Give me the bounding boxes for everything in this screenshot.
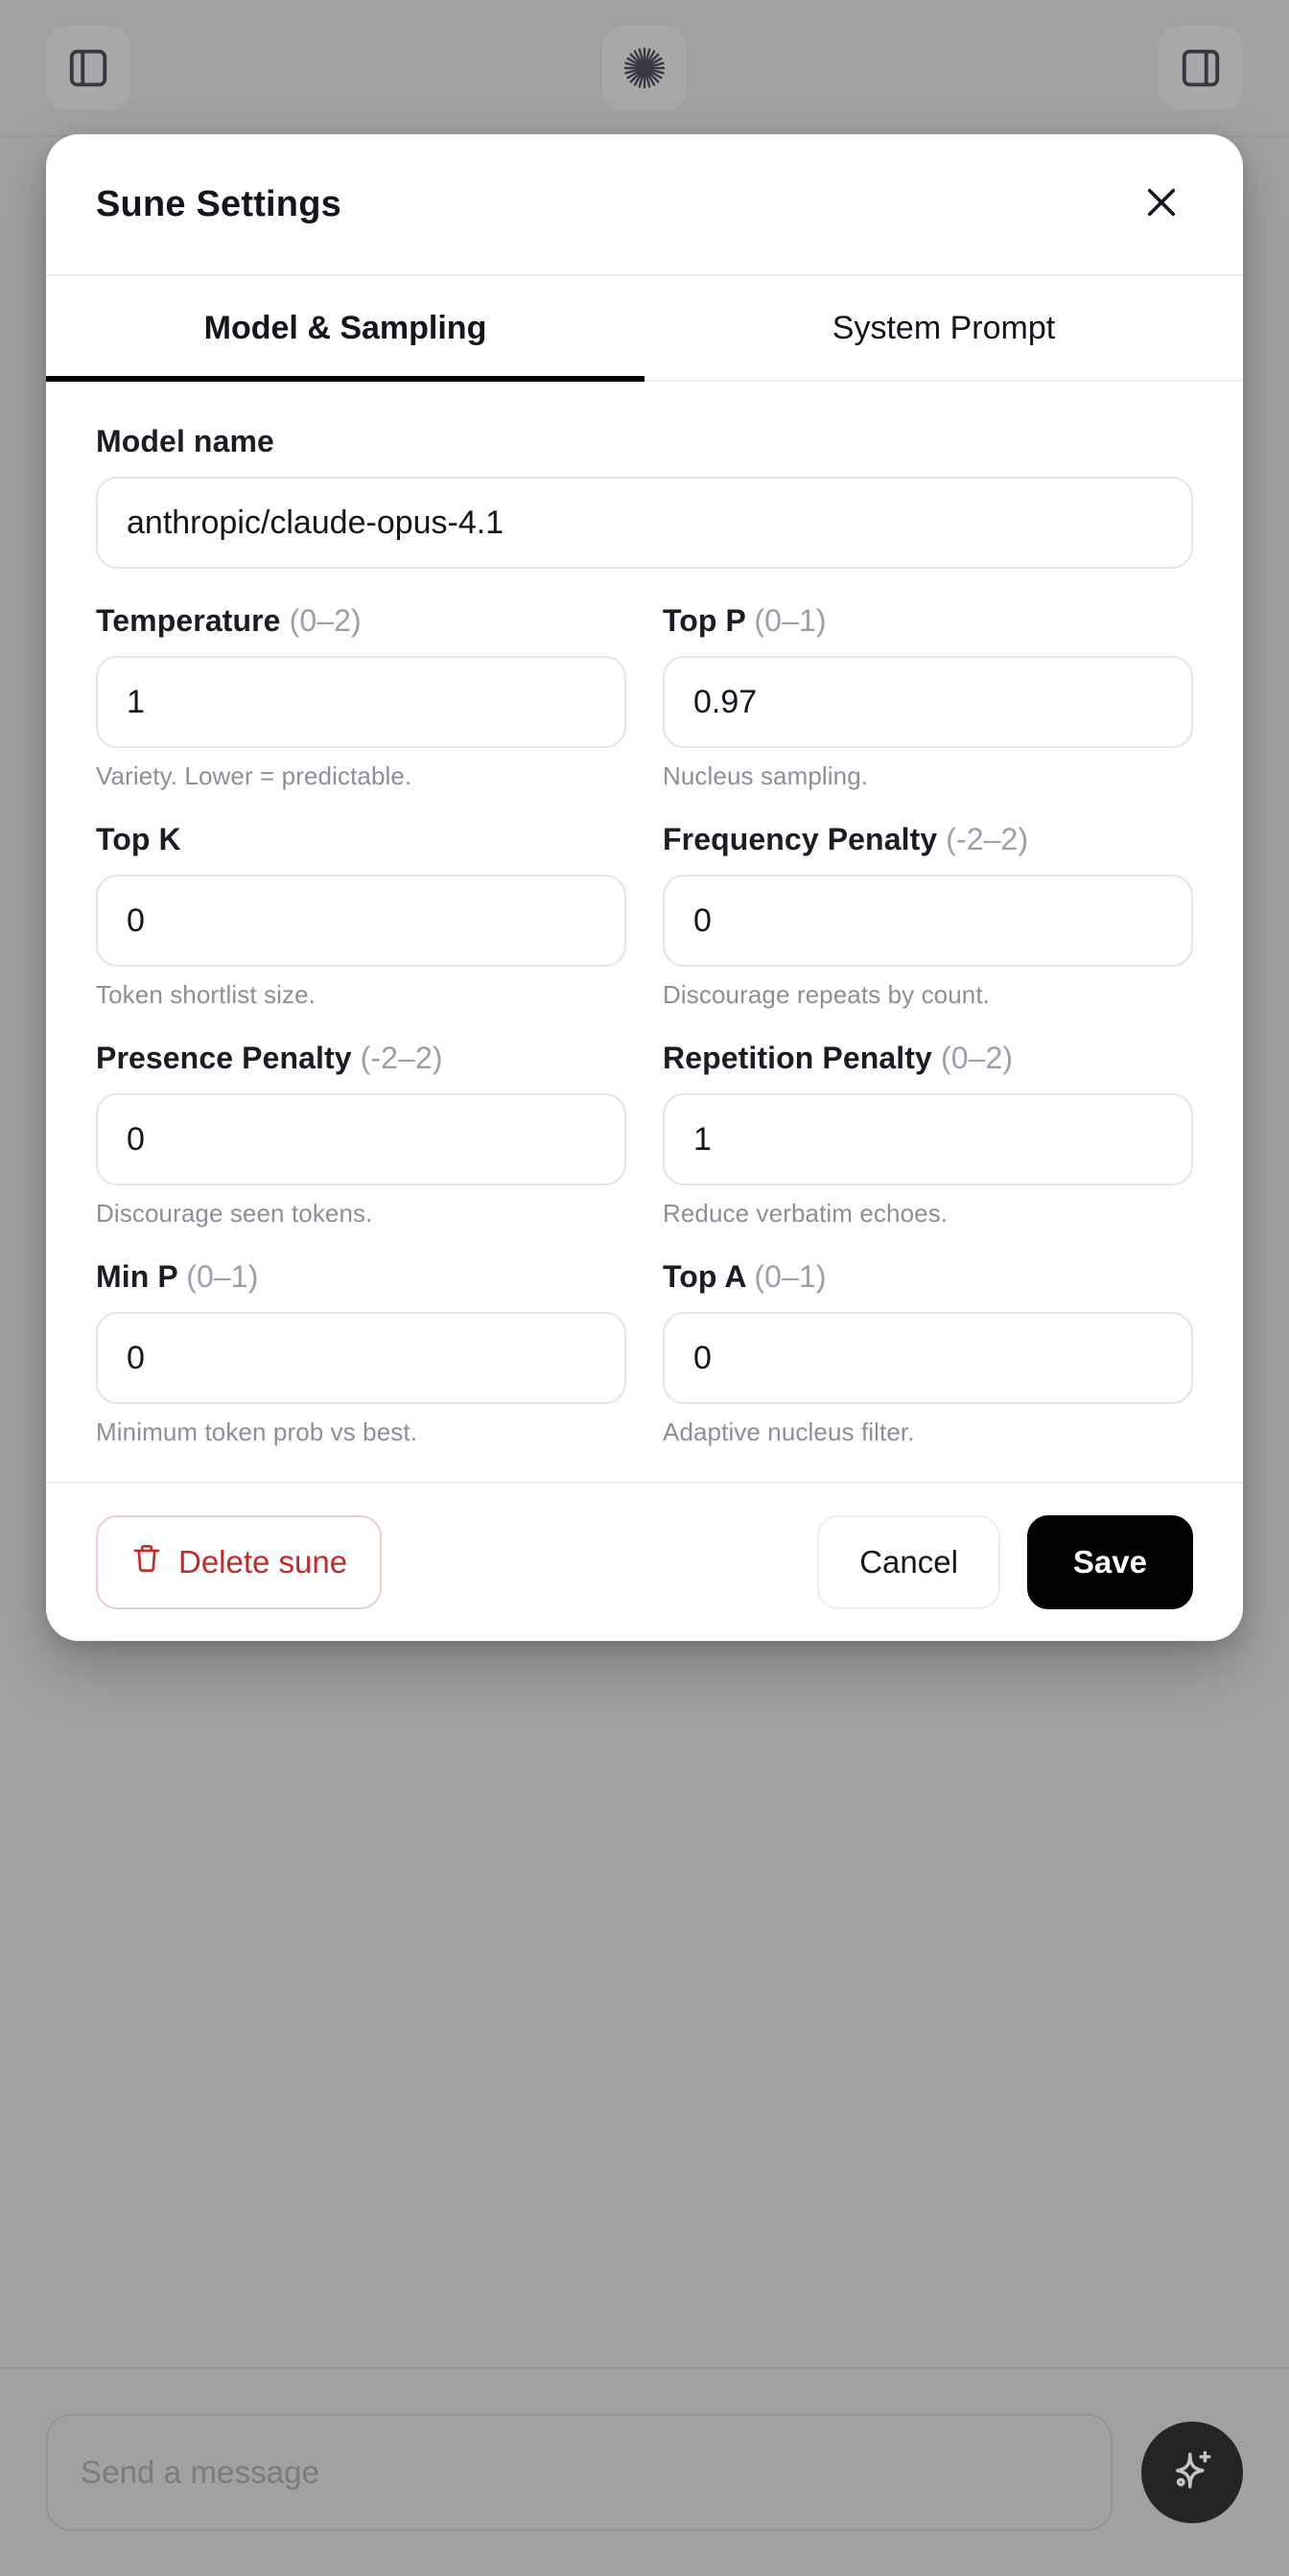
toggle-right-panel-button[interactable] — [1159, 25, 1243, 110]
field-label-text: Temperature — [96, 603, 281, 638]
field-hint: Reduce verbatim echoes. — [663, 1199, 949, 1228]
field-range: (-2–2) — [360, 1041, 443, 1075]
field-model-name: Model name anthropic/claude-opus-4.1 — [96, 424, 1193, 569]
field-label-text: Repetition Penalty — [663, 1041, 932, 1075]
field-label-text: Top A — [663, 1259, 746, 1294]
close-icon — [1141, 182, 1182, 227]
frequency-penalty-input[interactable]: 0 — [663, 875, 1193, 967]
sune-settings-dialog: Sune Settings Model & Sampling System Pr… — [46, 134, 1243, 1641]
delete-sune-label: Delete sune — [178, 1544, 348, 1580]
field-presence-penalty: Presence Penalty (-2–2) 0 Discourage see… — [96, 1041, 626, 1229]
tab-label: Model & Sampling — [203, 309, 487, 346]
dialog-tabs: Model & Sampling System Prompt — [46, 276, 1243, 382]
footer-primary-actions: Cancel Save — [817, 1515, 1193, 1609]
model-name-input[interactable]: anthropic/claude-opus-4.1 — [96, 477, 1193, 569]
dialog-footer: Delete sune Cancel Save — [46, 1484, 1243, 1641]
tab-system-prompt[interactable]: System Prompt — [644, 276, 1243, 380]
field-hint: Adaptive nucleus filter. — [663, 1417, 915, 1446]
presence-penalty-input[interactable]: 0 — [96, 1093, 626, 1185]
field-min-p: Min P (0–1) 0 Minimum token prob vs best… — [96, 1259, 626, 1447]
sparkles-icon — [1167, 2446, 1217, 2500]
dialog-body: Model name anthropic/claude-opus-4.1 Tem… — [46, 382, 1243, 1484]
field-hint: Token shortlist size. — [96, 980, 316, 1009]
field-label-text: Top P — [663, 603, 746, 638]
top-p-input[interactable]: 0.97 — [663, 656, 1193, 748]
field-label-text: Min P — [96, 1259, 178, 1294]
field-hint: Nucleus sampling. — [663, 761, 869, 790]
dialog-title: Sune Settings — [96, 183, 341, 224]
field-label: Top K — [96, 822, 626, 857]
field-range: (0–1) — [186, 1259, 259, 1294]
starburst-logo-icon — [622, 46, 667, 90]
send-button[interactable] — [1141, 2422, 1243, 2523]
top-k-input[interactable]: 0 — [96, 875, 626, 967]
field-label: Top A (0–1) — [663, 1259, 1193, 1295]
field-label: Model name — [96, 424, 274, 458]
toggle-left-panel-button[interactable] — [46, 25, 130, 110]
tab-label: System Prompt — [832, 309, 1056, 346]
trash-icon — [130, 1542, 163, 1582]
delete-sune-button[interactable]: Delete sune — [96, 1515, 383, 1609]
field-top-p: Top P (0–1) 0.97 Nucleus sampling. — [663, 603, 1193, 791]
close-dialog-button[interactable] — [1132, 175, 1191, 234]
field-range: (0–1) — [754, 603, 827, 638]
top-toolbar — [0, 0, 1289, 137]
field-label-text: Top K — [96, 822, 181, 856]
tab-model-and-sampling[interactable]: Model & Sampling — [46, 276, 644, 382]
cancel-button[interactable]: Cancel — [817, 1515, 1000, 1609]
field-label: Temperature (0–2) — [96, 603, 626, 639]
field-hint: Variety. Lower = predictable. — [96, 761, 412, 790]
field-top-a: Top A (0–1) 0 Adaptive nucleus filter. — [663, 1259, 1193, 1447]
field-hint: Discourage seen tokens. — [96, 1199, 373, 1228]
repetition-penalty-input[interactable]: 1 — [663, 1093, 1193, 1185]
field-range: (-2–2) — [946, 822, 1029, 856]
field-label-text: Presence Penalty — [96, 1041, 352, 1075]
field-label: Presence Penalty (-2–2) — [96, 1041, 626, 1076]
temperature-input[interactable]: 1 — [96, 656, 626, 748]
dialog-header: Sune Settings — [46, 134, 1243, 276]
message-input[interactable]: Send a message — [46, 2414, 1113, 2531]
parameter-grid: Temperature (0–2) 1 Variety. Lower = pre… — [96, 603, 1193, 1447]
field-frequency-penalty: Frequency Penalty (-2–2) 0 Discourage re… — [663, 822, 1193, 1010]
message-composer: Send a message — [0, 2367, 1289, 2576]
field-label-text: Frequency Penalty — [663, 822, 938, 856]
field-label: Frequency Penalty (-2–2) — [663, 822, 1193, 857]
field-label: Top P (0–1) — [663, 603, 1193, 639]
app-logo-button[interactable] — [602, 25, 687, 110]
field-hint: Minimum token prob vs best. — [96, 1417, 418, 1446]
field-label: Repetition Penalty (0–2) — [663, 1041, 1193, 1076]
field-temperature: Temperature (0–2) 1 Variety. Lower = pre… — [96, 603, 626, 791]
field-repetition-penalty: Repetition Penalty (0–2) 1 Reduce verbat… — [663, 1041, 1193, 1229]
panel-left-icon — [66, 46, 110, 90]
field-range: (0–2) — [289, 603, 362, 638]
save-button[interactable]: Save — [1026, 1515, 1193, 1609]
top-a-input[interactable]: 0 — [663, 1312, 1193, 1404]
field-top-k: Top K 0 Token shortlist size. — [96, 822, 626, 1010]
panel-right-icon — [1179, 46, 1223, 90]
field-range: (0–1) — [754, 1259, 827, 1294]
field-hint: Discourage repeats by count. — [663, 980, 990, 1009]
field-range: (0–2) — [940, 1041, 1014, 1075]
field-label: Min P (0–1) — [96, 1259, 626, 1295]
min-p-input[interactable]: 0 — [96, 1312, 626, 1404]
